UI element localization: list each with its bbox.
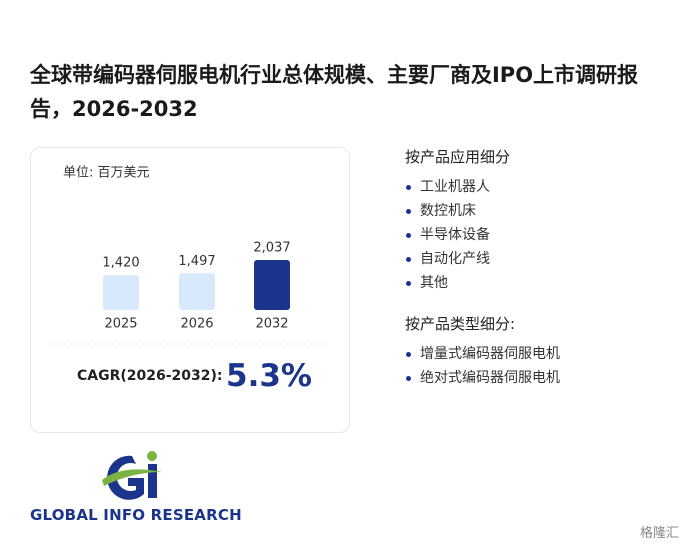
- bar: [103, 275, 139, 310]
- category-label: 2026: [180, 317, 213, 332]
- chart: 单位: 百万美元 1,420 2025 1,497 2026 2,037 2032: [51, 166, 329, 345]
- category-label: 2025: [104, 317, 137, 332]
- value-label: 1,420: [102, 256, 139, 271]
- item-list: 增量式编码器伺服电机 绝对式编码器伺服电机: [405, 342, 685, 390]
- list-item: 其他: [405, 271, 685, 295]
- chart-card: 单位: 百万美元 1,420 2025 1,497 2026 2,037 2032 CAG…: [30, 147, 350, 433]
- list-item: 增量式编码器伺服电机: [405, 342, 685, 366]
- item-list: 工业机器人 数控机床 半导体设备 自动化产线 其他: [405, 175, 685, 295]
- title: 全球带编码器伺服电机行业总体规模、主要厂商及IPO上市调研报告，2026-203…: [30, 63, 639, 121]
- watermark: 格隆汇: [640, 526, 680, 541]
- bar: [179, 273, 215, 310]
- section-heading: 按产品类型细分:: [405, 315, 516, 333]
- chart-unit: 单位: 百万美元: [63, 166, 150, 181]
- cagr-value: 5.3%: [226, 358, 312, 394]
- section-heading: 按产品应用细分: [405, 148, 511, 166]
- cagr-label: CAGR(2026-2032):: [77, 368, 223, 384]
- list-item: 工业机器人: [405, 175, 685, 199]
- bar: [254, 260, 290, 310]
- sections: 按产品应用细分工业机器人 数控机床 半导体设备 自动化产线 其他按产品类型细分: 增量式编…: [405, 146, 685, 408]
- list-item: 数控机床: [405, 199, 685, 223]
- section: 按产品应用细分工业机器人 数控机床 半导体设备 自动化产线 其他: [405, 146, 685, 295]
- value-label: 1,497: [178, 254, 215, 269]
- logo-mark: [102, 451, 162, 500]
- category-label: 2032: [255, 317, 288, 332]
- value-label: 2,037: [253, 241, 290, 256]
- list-item: 自动化产线: [405, 247, 685, 271]
- list-item: 半导体设备: [405, 223, 685, 247]
- section: 按产品类型细分: 增量式编码器伺服电机 绝对式编码器伺服电机: [405, 313, 685, 390]
- logo-text: GLOBAL INFO RESEARCH: [30, 506, 242, 524]
- list-item: 绝对式编码器伺服电机: [405, 366, 685, 390]
